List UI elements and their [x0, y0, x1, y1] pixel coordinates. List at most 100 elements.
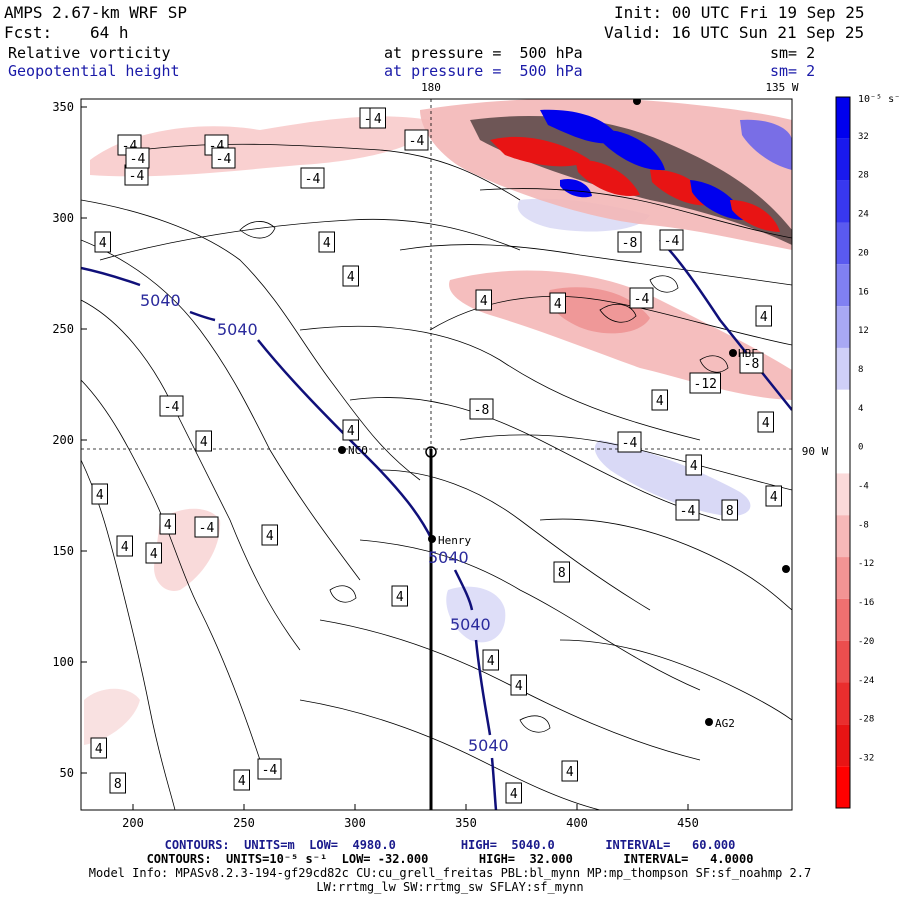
- colorbar: 32 28 24 20 16 12 8 4 0 -4 -8 -12 -16 -20 -24 -28 -32: [835, 96, 874, 809]
- vorticity-contour-label: -4: [194, 516, 219, 538]
- vorticity-contour-label: 8: [553, 561, 570, 583]
- svg-text:-4: -4: [305, 172, 321, 187]
- colorbar-tick-label: -4: [858, 482, 869, 492]
- svg-text:-4: -4: [634, 292, 650, 307]
- vorticity-contour-label: -4: [659, 229, 684, 251]
- colorbar-segment: [836, 473, 850, 516]
- vorticity-contour-label: -8: [739, 352, 764, 374]
- svg-text:8: 8: [114, 777, 122, 792]
- field1-smoothing: sm= 2: [770, 44, 816, 62]
- colorbar-tick-label: 8: [858, 365, 863, 375]
- colorbar-segment: [836, 138, 850, 181]
- colorbar-segment: [836, 306, 850, 348]
- vorticity-contour-label: 8: [721, 499, 738, 521]
- pole-marker: [425, 446, 437, 458]
- colorbar-segment: [836, 97, 850, 139]
- colorbar-segment: [836, 264, 850, 307]
- colorbar-segment: [836, 557, 850, 599]
- vorticity-contour-label: -4: [404, 129, 429, 151]
- vorticity-contour-label: 4: [195, 430, 212, 452]
- vorticity-contour-label: 4: [685, 454, 702, 476]
- vorticity-contour-label: 4: [318, 231, 335, 253]
- y-tick-label: 100: [52, 655, 74, 669]
- height-contour-label: 5040: [428, 548, 469, 567]
- svg-text:4: 4: [762, 416, 770, 431]
- svg-text:4: 4: [770, 490, 778, 505]
- vorticity-contour-label: -4: [300, 167, 325, 189]
- colorbar-tick-label: 16: [858, 287, 869, 297]
- svg-text:4: 4: [690, 459, 698, 474]
- vorticity-contour-label: -8: [469, 398, 494, 420]
- svg-text:4: 4: [238, 774, 246, 789]
- svg-text:-4: -4: [164, 400, 180, 415]
- vorticity-contour-label: -4: [675, 499, 700, 521]
- svg-text:4: 4: [95, 742, 103, 757]
- vorticity-contour-label: 4: [233, 769, 250, 791]
- map-field: -4-4-4-4-8-444444-4-8-4-12444-8-4-844-44…: [81, 99, 792, 810]
- forecast-hour: 64 h: [90, 23, 129, 42]
- y-tick-label: 250: [52, 322, 74, 336]
- y-tick-label: 200: [52, 433, 74, 447]
- colorbar-tick-label: 0: [858, 443, 863, 453]
- vorticity-contour-label: 4: [94, 231, 111, 253]
- station-label: HBF: [738, 347, 758, 360]
- colorbar-tick-label: -8: [858, 520, 869, 530]
- init-time: Init: 00 UTC Fri 19 Sep 25: [614, 3, 865, 22]
- plot-frame: [80, 98, 793, 811]
- vorticity-active-band: [420, 99, 792, 250]
- station-marker: [782, 565, 790, 573]
- vorticity-contour-label: 4: [755, 305, 772, 327]
- svg-text:4: 4: [164, 518, 172, 533]
- lon-label-180: 180: [421, 81, 441, 94]
- vorticity-contour-label: 4: [475, 289, 492, 311]
- colorbar-tick-label: 28: [858, 171, 869, 181]
- svg-text:4: 4: [396, 590, 404, 605]
- vorticity-contour-label: 4: [159, 513, 176, 535]
- field2-name: Geopotential height: [8, 62, 180, 80]
- svg-text:4: 4: [515, 679, 523, 694]
- x-tick-label: 300: [344, 816, 366, 830]
- colorbar-tick-label: -32: [858, 753, 874, 763]
- vorticity-contour-label: 4: [261, 524, 278, 546]
- station-labels: NCO Henry HBF AG2: [348, 347, 758, 730]
- colorbar-segment: [836, 682, 850, 725]
- svg-text:-12: -12: [694, 377, 717, 392]
- colorbar-tick-label: 12: [858, 326, 869, 336]
- station-marker: [338, 446, 346, 454]
- vorticity-contour-label: 4: [391, 585, 408, 607]
- vorticity-shading-positive: [594, 440, 751, 516]
- vorticity-contour-label: -4: [124, 164, 149, 186]
- valid-time: Valid: 16 UTC Sun 21 Sep 25: [604, 23, 865, 42]
- vorticity-contour-label: -4: [125, 147, 150, 169]
- vorticity-contour-label: 4: [342, 265, 359, 287]
- height-contour-labels: 5040 5040 5040 5040 5040: [140, 291, 509, 755]
- height-contour-label: 5040: [468, 736, 509, 755]
- svg-text:-4: -4: [130, 152, 146, 167]
- svg-text:4: 4: [566, 765, 574, 780]
- station-marker: [633, 99, 641, 105]
- vorticity-shading-negative: [449, 270, 792, 400]
- colorbar-segment: [836, 766, 850, 808]
- svg-text:8: 8: [558, 566, 566, 581]
- colorbar-tick-label: 4: [858, 404, 863, 414]
- svg-text:4: 4: [480, 294, 488, 309]
- vorticity-contour-label: 4: [90, 737, 107, 759]
- vorticity-contour-label: 4: [116, 535, 133, 557]
- y-tick-label: 50: [60, 766, 74, 780]
- colorbar-segment: [836, 180, 850, 223]
- svg-text:-8: -8: [474, 403, 490, 418]
- y-tick-label: 350: [52, 100, 74, 114]
- vorticity-contour-label: 4: [91, 483, 108, 505]
- vorticity-contour-label: 4: [369, 107, 386, 129]
- height-contours: [81, 239, 792, 810]
- svg-text:4: 4: [510, 787, 518, 802]
- x-tick-label: 250: [233, 816, 255, 830]
- svg-text:-4: -4: [216, 152, 232, 167]
- field1-level: at pressure = 500 hPa: [384, 44, 583, 62]
- x-axis: 200 250 300 350 400 450: [122, 804, 699, 830]
- vorticity-contour-label: 4: [757, 411, 774, 433]
- svg-text:4: 4: [323, 236, 331, 251]
- vorticity-contour-label: -12: [689, 372, 721, 394]
- station-label: NCO: [348, 444, 368, 457]
- x-tick-label: 400: [566, 816, 588, 830]
